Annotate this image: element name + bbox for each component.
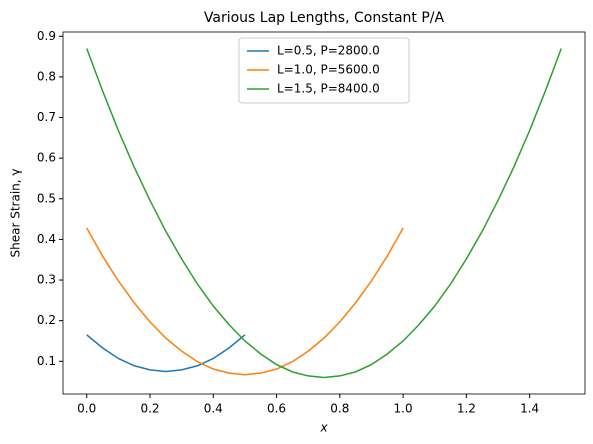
plot-frame	[62, 31, 586, 395]
legend-label: L=1.0, P=5600.0	[277, 63, 380, 77]
x-axis-label: x	[319, 421, 328, 435]
y-axis-label: Shear Strain, γ	[9, 169, 23, 258]
x-tick-label: 0.8	[330, 402, 349, 416]
y-tick-label: 0.9	[37, 29, 56, 43]
legend-label: L=0.5, P=2800.0	[277, 44, 380, 58]
line-series	[86, 334, 246, 373]
y-tick-label: 0.8	[37, 69, 56, 83]
y-tick-label: 0.4	[37, 232, 56, 246]
line-series	[86, 227, 404, 376]
x-tick-label: 1.4	[520, 402, 539, 416]
y-tick-label: 0.7	[37, 110, 56, 124]
chart-title: Various Lap Lengths, Constant P/A	[204, 10, 445, 26]
legend-box	[238, 37, 410, 104]
y-tick-label: 0.3	[37, 273, 56, 287]
x-tick-label: 0.4	[204, 402, 223, 416]
y-tick-label: 0.5	[37, 191, 56, 205]
x-tick-label: 1.2	[457, 402, 476, 416]
y-tick-label: 0.6	[37, 151, 56, 165]
y-tick-label: 0.1	[37, 354, 56, 368]
line-series	[86, 48, 562, 379]
x-tick-label: 0.2	[140, 402, 159, 416]
y-tick-label: 0.2	[37, 313, 56, 327]
legend-label: L=1.5, P=8400.0	[277, 82, 380, 96]
x-tick-label: 1.0	[394, 402, 413, 416]
x-tick-label: 0.6	[267, 402, 286, 416]
legend: L=0.5, P=2800.0 L=1.0, P=5600.0 L=1.5, P=8…	[238, 37, 410, 104]
x-tick-label: 0.0	[77, 402, 96, 416]
